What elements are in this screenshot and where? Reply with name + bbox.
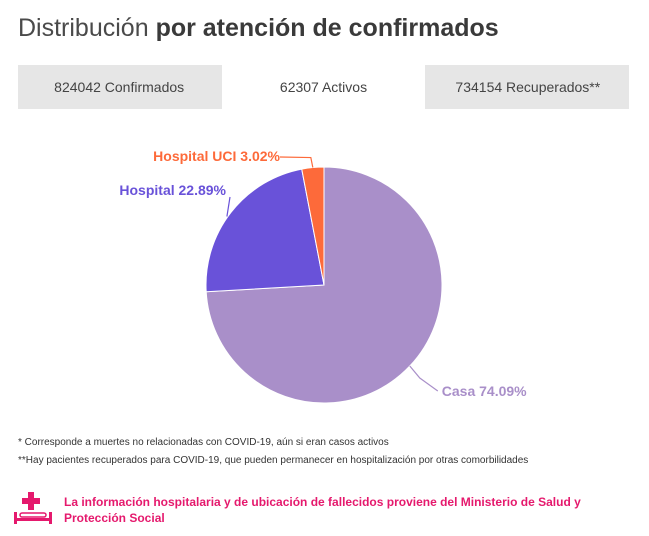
- slice-label-hospital: Hospital 22.89%: [119, 182, 226, 198]
- leader-line-casa: [409, 365, 439, 392]
- slice-label-casa: Casa 74.09%: [442, 383, 527, 399]
- leader-line-hospital-uci: [279, 156, 314, 168]
- slice-label-hospital-uci: Hospital UCI 3.02%: [153, 148, 280, 164]
- source-note: La información hospitalaria y de ubicaci…: [64, 495, 581, 525]
- tab-activos[interactable]: 62307 Activos: [220, 65, 427, 109]
- tab-bar: 824042 Confirmados 62307 Activos 734154 …: [18, 65, 629, 109]
- title-bold: por atención de confirmados: [155, 14, 499, 42]
- title-light: Distribución: [18, 14, 149, 42]
- footnote-1: * Corresponde a muertes no relacionadas …: [18, 437, 389, 448]
- tab-confirmados[interactable]: 824042 Confirmados: [54, 79, 185, 95]
- hospital-bed-icon: [14, 492, 52, 524]
- page-title: Distribución por atención de confirmados: [18, 14, 499, 43]
- footnote-2: **Hay pacientes recuperados para COVID-1…: [18, 455, 529, 466]
- pie-slice-hospital: [205, 168, 325, 293]
- leader-line-hospital: [226, 196, 231, 217]
- pie-chart: Casa 74.09% Hospital 22.89% Hospital UCI 3…: [119, 148, 527, 404]
- tab-recuperados[interactable]: 734154 Recuperados**: [455, 79, 601, 95]
